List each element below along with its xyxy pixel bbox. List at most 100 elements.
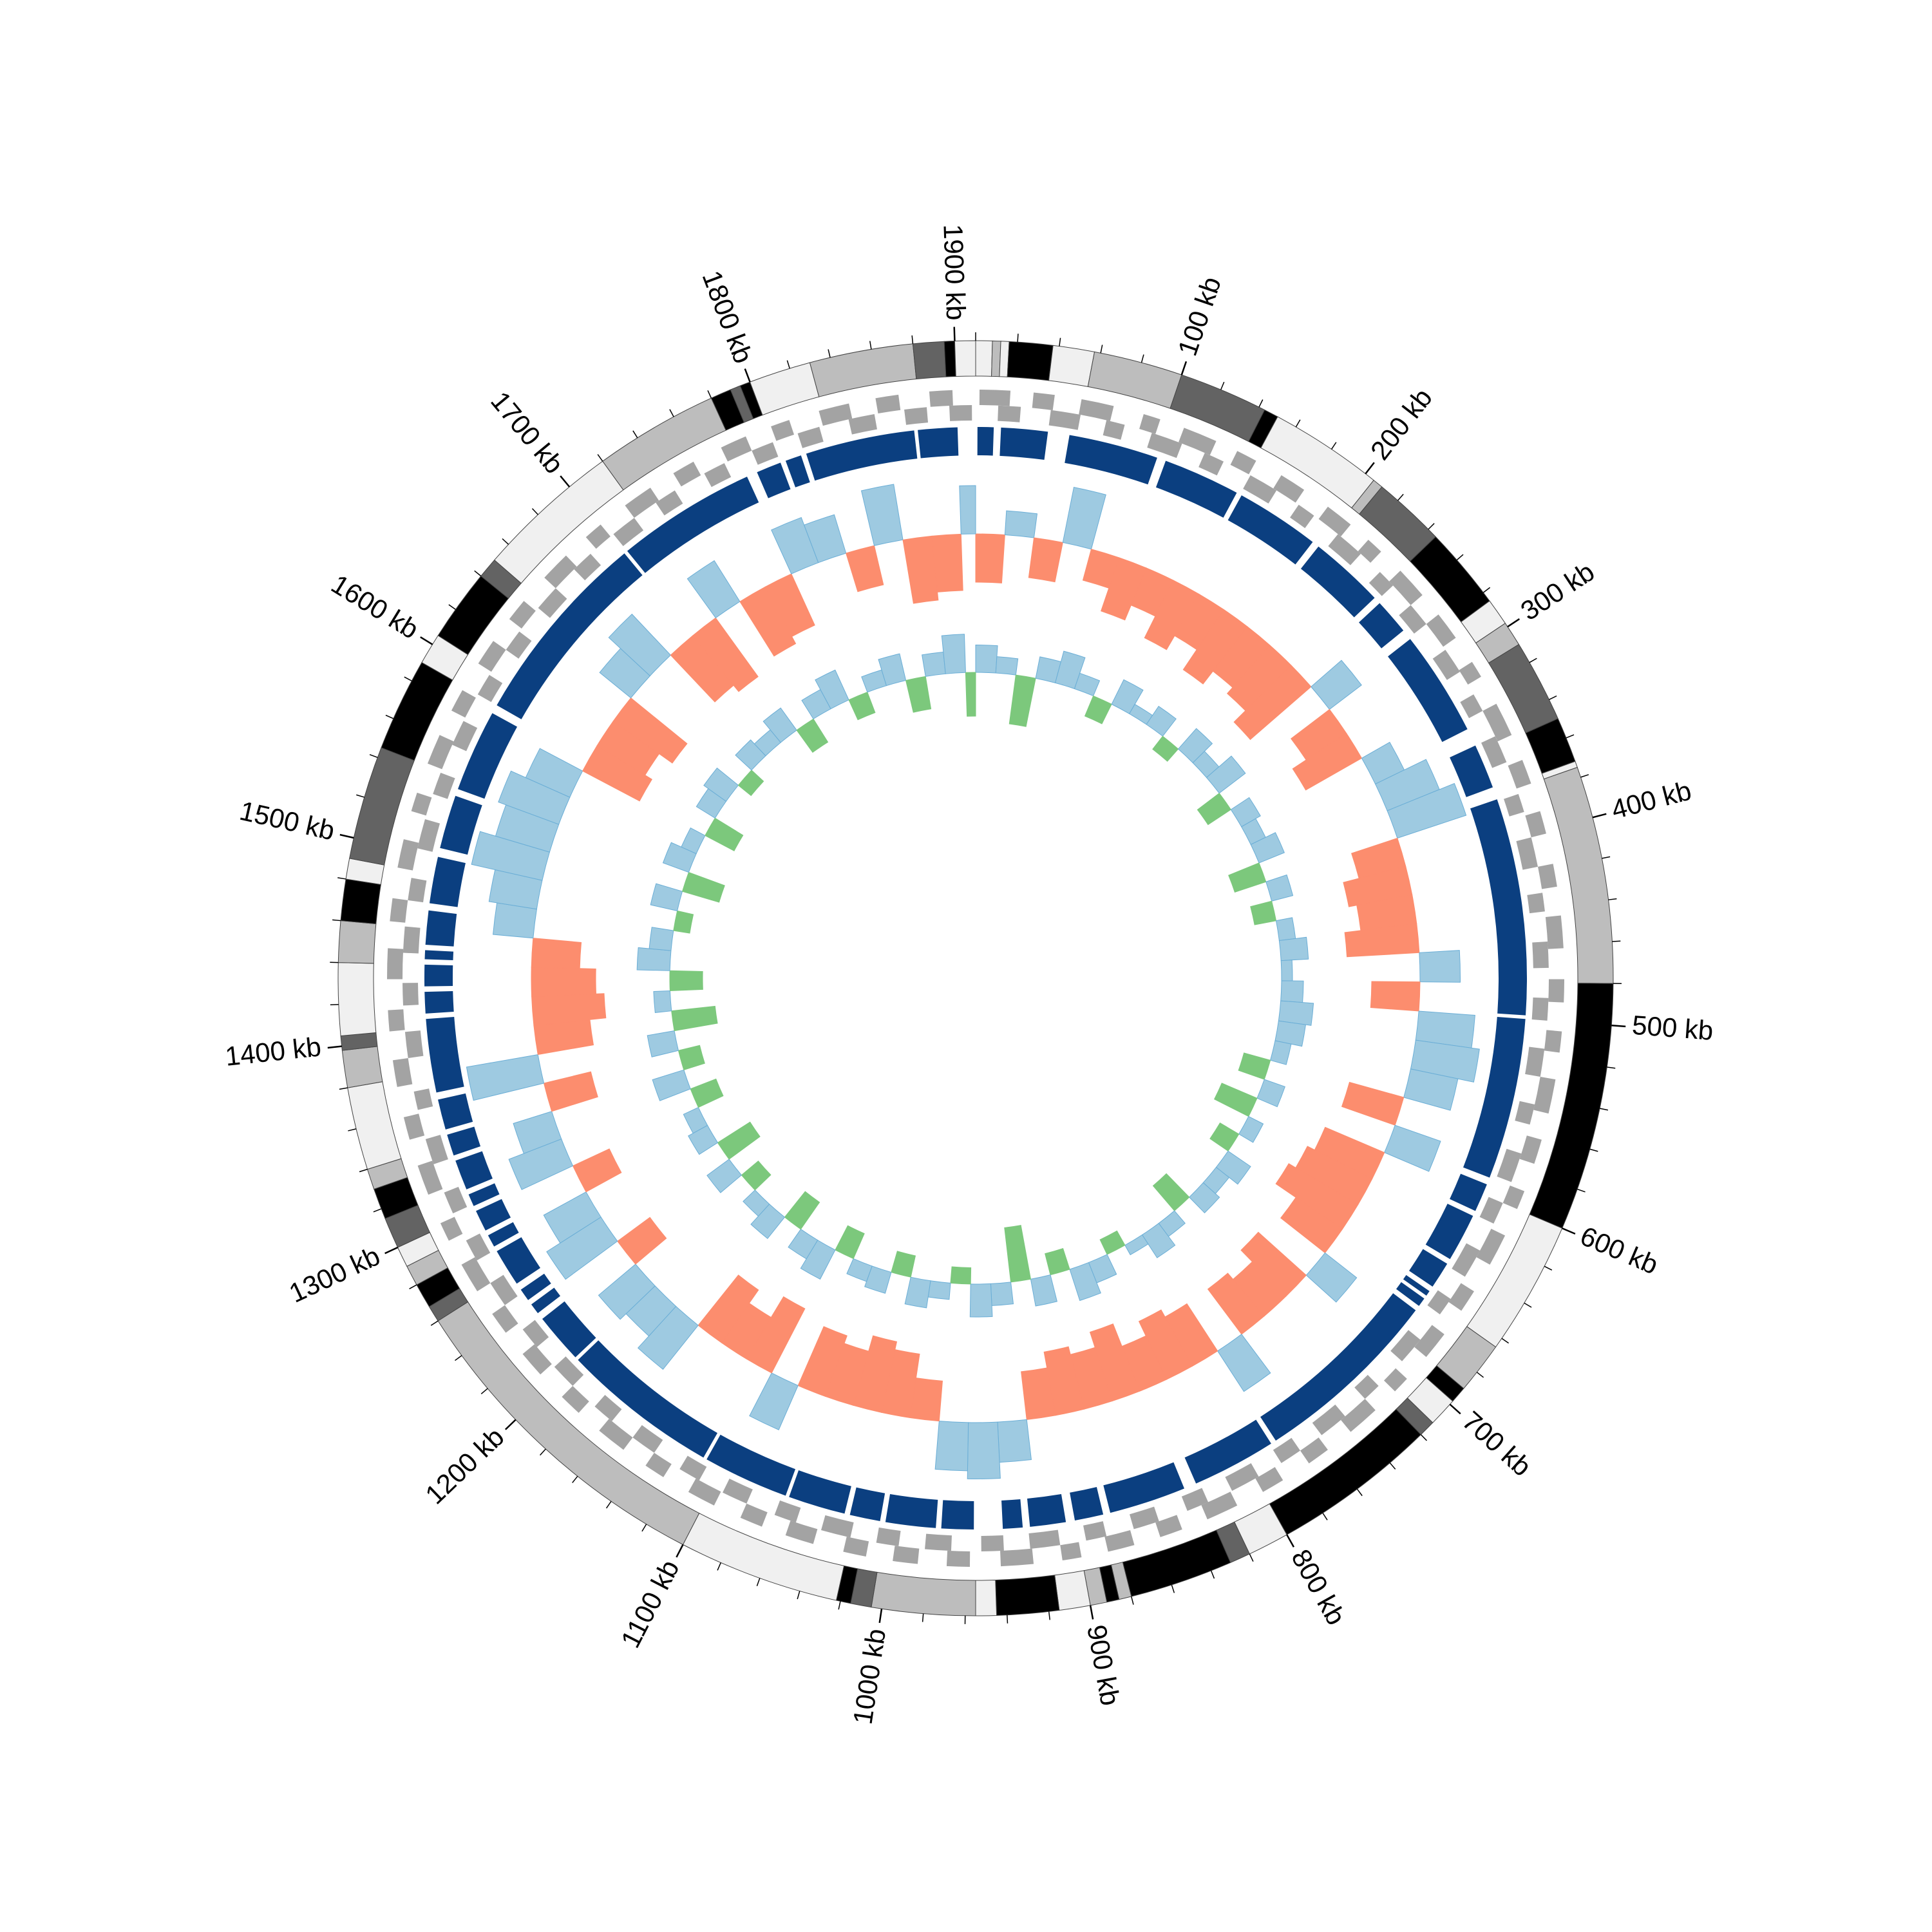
track-bar (1197, 792, 1231, 826)
gene (645, 1452, 672, 1477)
track-bar (1343, 866, 1413, 907)
gene (387, 948, 404, 980)
track-bar (673, 910, 694, 934)
gene (625, 488, 659, 518)
track-bar (1045, 1248, 1070, 1276)
gene (771, 420, 795, 441)
gene (522, 1344, 552, 1375)
minor-tick (717, 1562, 721, 1571)
minor-tick (348, 1128, 357, 1132)
x-tick-label: 1300 kb (285, 1240, 384, 1309)
minor-tick (869, 341, 872, 350)
gene (402, 926, 421, 954)
track-bar (739, 586, 797, 657)
gene (1273, 475, 1305, 503)
gene (1448, 1283, 1474, 1311)
gene (1479, 1197, 1503, 1224)
minor-tick (1599, 1108, 1609, 1111)
track-bar (1305, 1252, 1358, 1303)
minor-tick (404, 676, 412, 681)
block (1450, 745, 1493, 797)
minor-tick (1602, 856, 1611, 859)
gene (413, 1088, 433, 1110)
minor-tick (1389, 1463, 1396, 1470)
gene (408, 878, 427, 903)
band-segment (995, 1575, 1060, 1616)
band-segment (1054, 1570, 1091, 1611)
block (440, 795, 482, 855)
track-bar (927, 1280, 951, 1300)
gene (1390, 1330, 1421, 1361)
gene (1368, 572, 1394, 596)
track-bar (905, 676, 932, 713)
gene (1290, 504, 1314, 529)
track-bar (995, 656, 1019, 676)
gene (821, 1515, 854, 1538)
track-bar (1240, 1231, 1307, 1297)
track-bar (1280, 960, 1293, 981)
track-bar (852, 1335, 898, 1413)
track-bar (1009, 674, 1036, 727)
track-bar (647, 1030, 679, 1057)
minor-tick (531, 508, 538, 515)
minor-tick (1258, 399, 1264, 408)
gene (848, 414, 877, 435)
track-bar (1280, 980, 1304, 1003)
track-bar (1146, 705, 1177, 737)
gene (1000, 1548, 1034, 1567)
track-bar (690, 1078, 724, 1108)
gene (949, 405, 972, 421)
minor-tick (1524, 1302, 1532, 1308)
track-bar (1228, 862, 1267, 893)
block (429, 857, 466, 907)
major-tick (560, 475, 571, 488)
gene (574, 553, 601, 581)
track-bar (1370, 981, 1421, 1012)
track-bar (1138, 1309, 1193, 1380)
gene (613, 518, 644, 546)
gene (402, 983, 419, 1006)
x-tick-label: 800 kb (1285, 1544, 1352, 1630)
x-tick-label: 1400 kb (223, 1031, 323, 1072)
major-tick (1286, 1534, 1295, 1548)
x-tick-label: 1700 kb (485, 386, 569, 479)
gene (1508, 760, 1531, 789)
block (1396, 1282, 1425, 1306)
gene (477, 675, 503, 703)
band-segment (809, 343, 917, 397)
track-bar (653, 990, 672, 1013)
block (1388, 639, 1468, 743)
track-bar (737, 770, 764, 797)
minor-tick (1612, 940, 1621, 942)
block (789, 1470, 851, 1514)
minor-tick (448, 604, 456, 610)
band-segment (337, 920, 377, 964)
track-bar (1004, 1225, 1032, 1283)
x-tick-label: 1900 kb (938, 223, 971, 321)
block (497, 553, 643, 719)
minor-tick (1456, 554, 1464, 561)
track-bar (705, 817, 744, 851)
x-tick-label: 200 kb (1365, 383, 1438, 466)
track-bar (784, 1191, 820, 1230)
minor-tick (1249, 1553, 1254, 1562)
major-tick (744, 368, 751, 383)
block (531, 1287, 561, 1314)
gene (1225, 1463, 1259, 1491)
track-bar (1250, 900, 1277, 925)
major-tick (1562, 1227, 1576, 1235)
gene (390, 898, 408, 923)
track-bar (671, 1005, 718, 1032)
minor-tick (1476, 1372, 1484, 1378)
track-bar (1217, 1334, 1271, 1392)
gene (946, 1550, 971, 1567)
gene (490, 1274, 518, 1305)
track-bar (1256, 1079, 1285, 1108)
gene (388, 1009, 405, 1032)
gene (1481, 736, 1507, 768)
gene (506, 631, 532, 659)
block (476, 1198, 511, 1231)
block (1450, 1173, 1487, 1211)
gene (1502, 1185, 1525, 1209)
